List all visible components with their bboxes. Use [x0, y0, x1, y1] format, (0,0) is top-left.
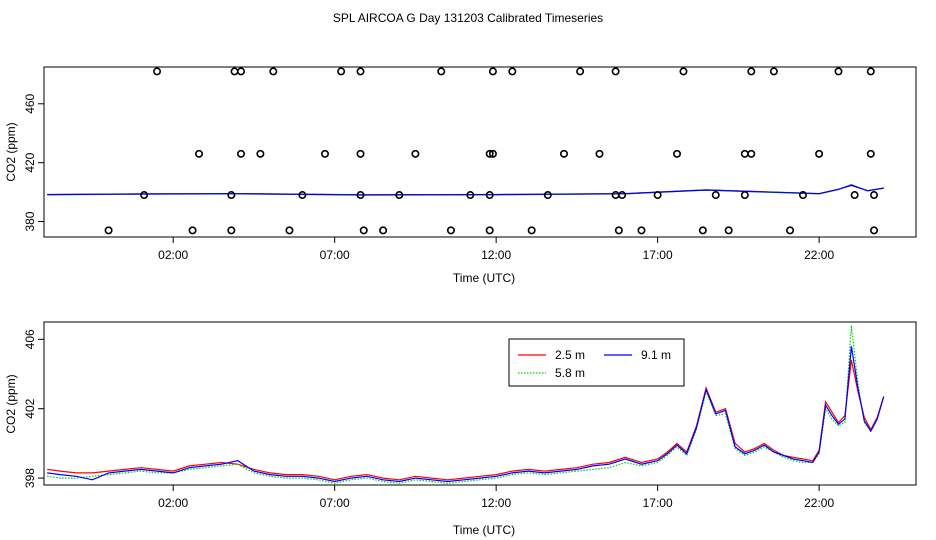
top-x-tick-label: 12:00	[481, 248, 511, 262]
legend-box	[508, 338, 685, 387]
top-flag-point	[485, 226, 494, 235]
legend: 2.5 m 5.8 m 9.1 m	[508, 338, 685, 387]
top-flag-point	[298, 191, 307, 200]
bottom-x-tick-label: 02:00	[158, 496, 188, 510]
bottom-y-axis-label: CO2 (ppm)	[4, 374, 18, 433]
bottom-x-axis-label: Time (UTC)	[453, 523, 515, 537]
top-flag-point	[320, 149, 329, 158]
top-flag-point	[227, 191, 236, 200]
top-y-tick-label: 380	[23, 211, 37, 231]
top-flag-point	[786, 226, 795, 235]
top-flag-point	[379, 226, 388, 235]
top-flag-point	[285, 226, 294, 235]
top-flag-point	[653, 191, 662, 200]
top-flag-point	[740, 149, 749, 158]
top-flag-point	[337, 67, 346, 76]
bottom-y-tick-label: 406	[23, 329, 37, 349]
top-flag-point	[698, 226, 707, 235]
top-flag-point	[673, 149, 682, 158]
top-flag-point	[356, 149, 365, 158]
bottom-y-tick-label: 402	[23, 398, 37, 418]
top-flag-point	[769, 67, 778, 76]
top-flag-point	[466, 191, 475, 200]
top-x-tick-label: 22:00	[804, 248, 834, 262]
top-flag-point	[870, 191, 879, 200]
top-flag-point	[237, 149, 246, 158]
top-flag-point	[508, 67, 517, 76]
top-y-tick-label: 460	[23, 93, 37, 113]
top-flag-point	[359, 226, 368, 235]
top-flag-point	[195, 149, 204, 158]
top-flag-point	[140, 191, 149, 200]
top-flag-point	[866, 149, 875, 158]
bottom-panel: Time (UTC) CO2 (ppm) 2.5 m 5.8 m 9.1 m 0…	[4, 321, 917, 537]
top-flag-point	[543, 191, 552, 200]
top-series-line-2	[47, 184, 884, 196]
top-x-tick-label: 17:00	[643, 248, 673, 262]
top-x-tick-label: 07:00	[320, 248, 350, 262]
bottom-series-line-9-1-m	[47, 346, 885, 483]
top-flag-point	[815, 149, 824, 158]
top-flag-point	[356, 191, 365, 200]
top-x-axis-label: Time (UTC)	[453, 271, 515, 285]
top-flag-point	[798, 191, 807, 200]
top-flag-point	[614, 226, 623, 235]
top-flag-point	[711, 191, 720, 200]
bottom-series-line-5-8-m	[47, 325, 885, 484]
top-panel: Time (UTC) CO2 (ppm) 02:00 07:00 12:00 17:0…	[4, 66, 917, 285]
top-flag-point	[446, 226, 455, 235]
top-flag-point	[527, 226, 536, 235]
top-flag-point	[576, 67, 585, 76]
bottom-x-tick-label: 12:00	[481, 496, 511, 510]
top-flag-point	[618, 191, 627, 200]
bottom-x-tick-label: 17:00	[643, 496, 673, 510]
top-y-tick-label: 420	[23, 152, 37, 172]
top-plot-area	[47, 67, 884, 235]
top-flag-point	[870, 226, 879, 235]
top-plot-frame	[43, 66, 917, 238]
top-flag-point	[488, 67, 497, 76]
top-flag-point	[227, 226, 236, 235]
top-flag-point	[637, 226, 646, 235]
top-flag-point	[747, 67, 756, 76]
bottom-plot-area	[47, 325, 885, 484]
top-flag-point	[188, 226, 197, 235]
bottom-x-tick-label: 07:00	[320, 496, 350, 510]
top-flag-point	[488, 149, 497, 158]
top-flag-point	[230, 67, 239, 76]
top-flag-point	[611, 67, 620, 76]
top-flag-point	[611, 191, 620, 200]
top-flag-point	[866, 67, 875, 76]
top-flag-point	[559, 149, 568, 158]
figure-title: SPL AIRCOA G Day 131203 Calibrated Times…	[333, 11, 603, 25]
top-y-axis-label: CO2 (ppm)	[4, 122, 18, 181]
top-flag-point	[356, 67, 365, 76]
top-flag-point	[834, 67, 843, 76]
top-flag-point	[437, 67, 446, 76]
top-flag-point	[269, 67, 278, 76]
top-flag-point	[724, 226, 733, 235]
top-flag-point	[237, 67, 246, 76]
top-x-tick-label: 02:00	[158, 248, 188, 262]
bottom-series-line-2-5-m	[47, 359, 885, 481]
bottom-y-tick-label: 398	[23, 468, 37, 488]
top-flag-point	[153, 67, 162, 76]
top-flag-point	[395, 191, 404, 200]
top-flag-point	[411, 149, 420, 158]
top-flag-point	[747, 149, 756, 158]
bottom-x-tick-label: 22:00	[804, 496, 834, 510]
bottom-plot-frame	[43, 321, 917, 486]
top-flag-point	[679, 67, 688, 76]
top-flag-point	[740, 191, 749, 200]
legend-label-9-1m: 9.1 m	[641, 348, 671, 362]
legend-label-5-8m: 5.8 m	[555, 366, 585, 380]
top-flag-point	[485, 149, 494, 158]
top-flag-point	[485, 191, 494, 200]
legend-label-2-5m: 2.5 m	[555, 348, 585, 362]
top-flag-point	[595, 149, 604, 158]
top-flag-point	[104, 226, 113, 235]
top-flag-point	[256, 149, 265, 158]
top-flag-point	[850, 191, 859, 200]
